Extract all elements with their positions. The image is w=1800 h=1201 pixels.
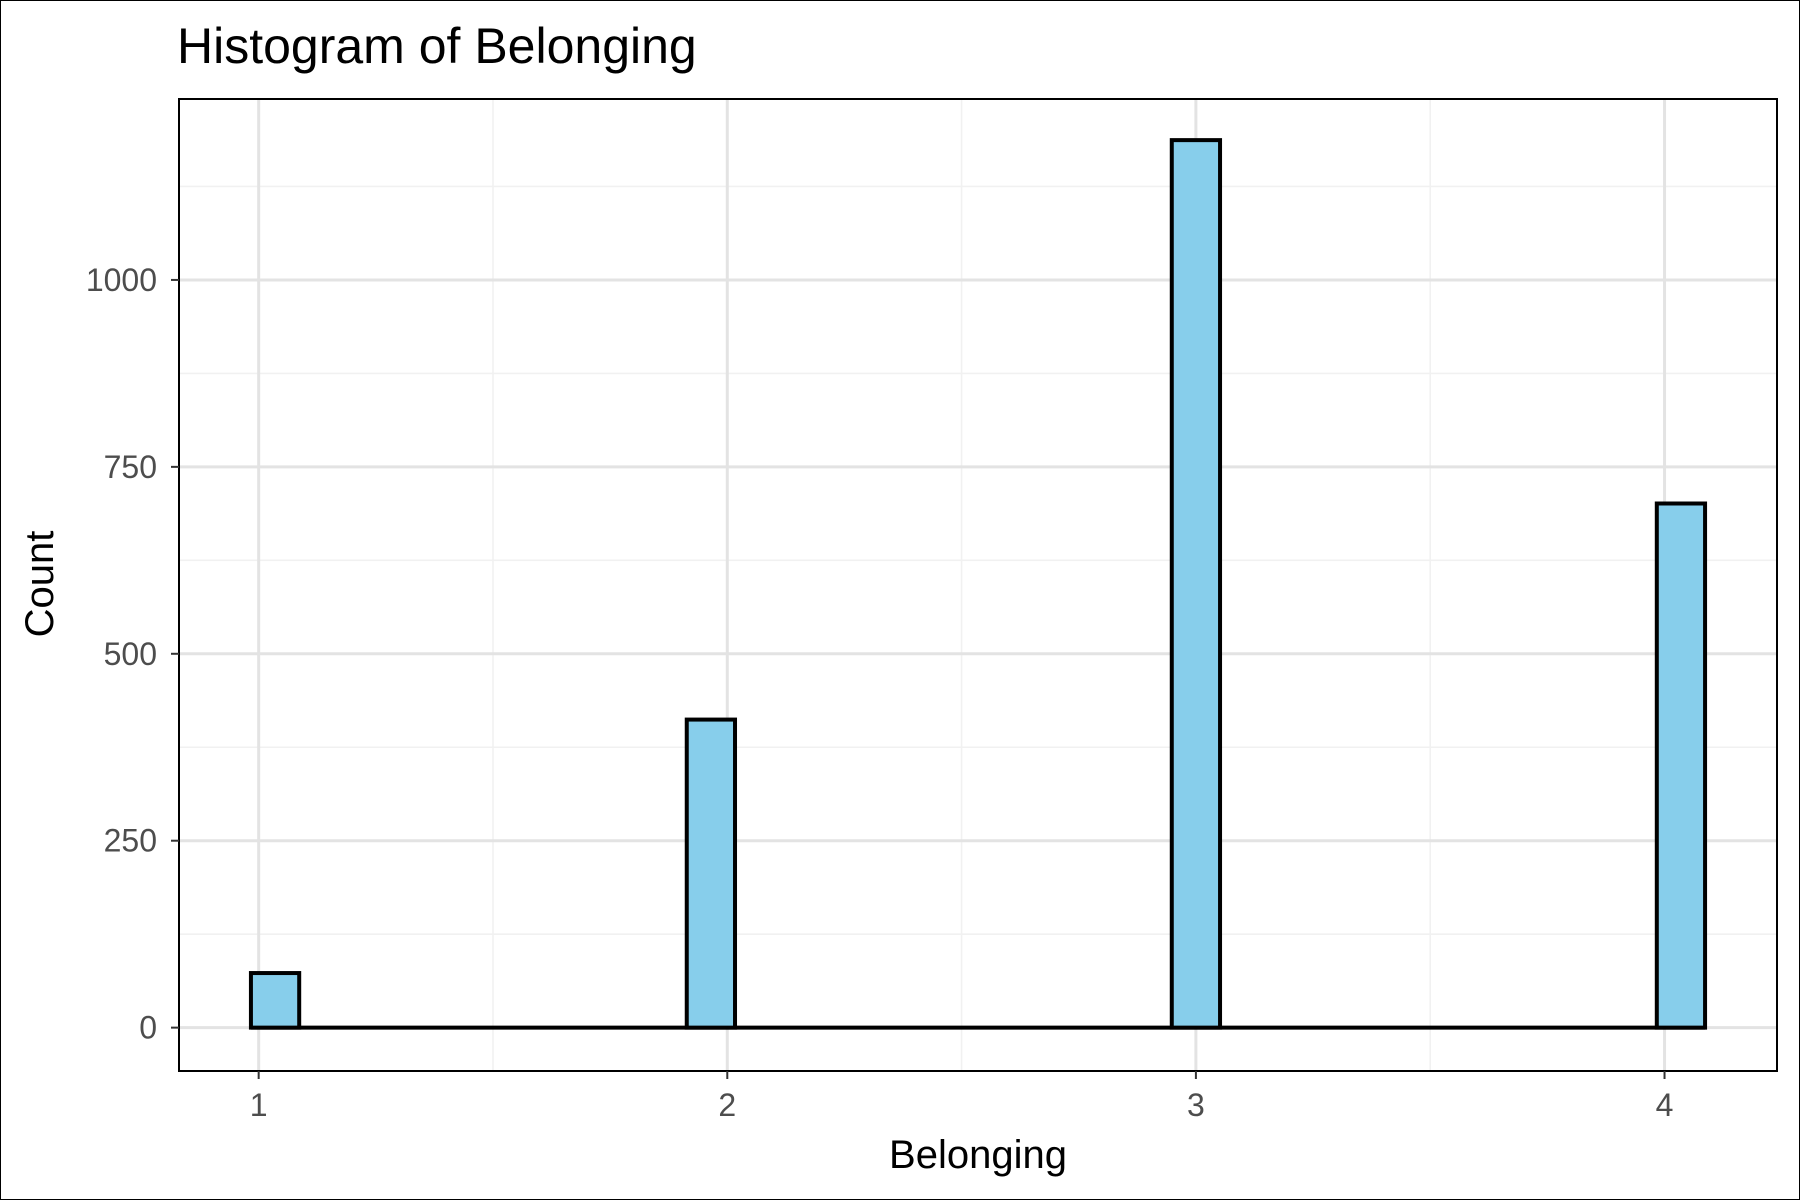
chart-title: Histogram of Belonging <box>177 18 697 74</box>
y-tick-label: 1000 <box>86 262 157 298</box>
histogram-bar <box>248 971 302 1030</box>
histogram-bar <box>684 717 738 1030</box>
x-tick-label: 4 <box>1656 1087 1674 1123</box>
x-tick-label: 3 <box>1187 1087 1205 1123</box>
y-tick-label: 250 <box>104 823 157 859</box>
y-tick-label: 0 <box>139 1010 157 1046</box>
y-tick-label: 500 <box>104 636 157 672</box>
x-tick-label: 1 <box>250 1087 268 1123</box>
grid-lines <box>179 99 1777 1071</box>
y-axis-title: Count <box>18 531 62 638</box>
histogram-bar <box>1654 501 1708 1030</box>
x-axis-title: Belonging <box>889 1133 1067 1177</box>
y-tick-label: 750 <box>104 449 157 485</box>
histogram-bar <box>1169 138 1223 1030</box>
bars <box>248 138 1708 1030</box>
x-tick-label: 2 <box>718 1087 736 1123</box>
axes: 1 2 3 4 0 250 500 750 1000 <box>86 98 1778 1123</box>
plot-panel-border <box>178 98 1778 1072</box>
